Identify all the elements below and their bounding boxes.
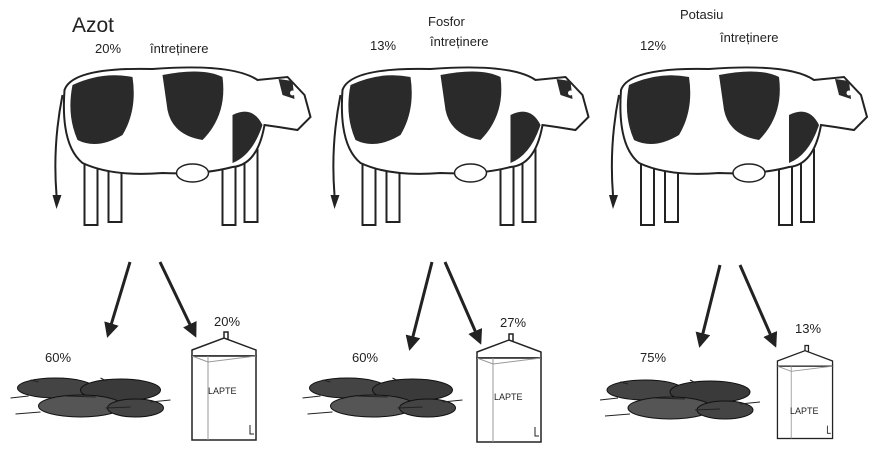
manure <box>303 378 463 417</box>
nutrient-name: Fosfor <box>428 14 466 29</box>
maintenance-label: întreținere <box>429 34 489 49</box>
nutrient-name: Azot <box>72 14 114 37</box>
cow <box>609 67 867 225</box>
milk-carton <box>477 334 541 442</box>
arrow <box>700 265 720 345</box>
carton-label: LAPTE <box>208 386 237 396</box>
arrow <box>740 265 775 345</box>
arrow <box>445 262 480 342</box>
manure-percent: 75% <box>640 350 666 365</box>
maintenance-label: întreținere <box>719 30 779 45</box>
arrow <box>108 262 130 335</box>
manure <box>11 378 171 417</box>
arrow <box>410 262 432 348</box>
milk-carton <box>777 346 832 439</box>
maintenance-label: întreținere <box>149 41 209 56</box>
carton-label: LAPTE <box>790 406 819 416</box>
milk-percent: 20% <box>214 314 240 329</box>
cow <box>53 67 311 225</box>
milk-percent: 27% <box>500 315 526 330</box>
maintenance-percent: 20% <box>95 41 121 56</box>
manure-percent: 60% <box>45 350 71 365</box>
manure-percent: 60% <box>352 350 378 365</box>
diagram: Azot 20% întreținere 60% 20% LAPTE Fosfo… <box>0 0 873 451</box>
page: Azot 20% întreținere 60% 20% LAPTE Fosfo… <box>0 0 873 451</box>
nutrient-name: Potasiu <box>680 7 723 22</box>
cow <box>331 67 589 225</box>
carton-label: LAPTE <box>494 392 523 402</box>
arrow <box>160 262 195 335</box>
milk-percent: 13% <box>795 321 821 336</box>
maintenance-percent: 12% <box>640 38 666 53</box>
manure <box>600 380 760 419</box>
maintenance-percent: 13% <box>370 38 396 53</box>
